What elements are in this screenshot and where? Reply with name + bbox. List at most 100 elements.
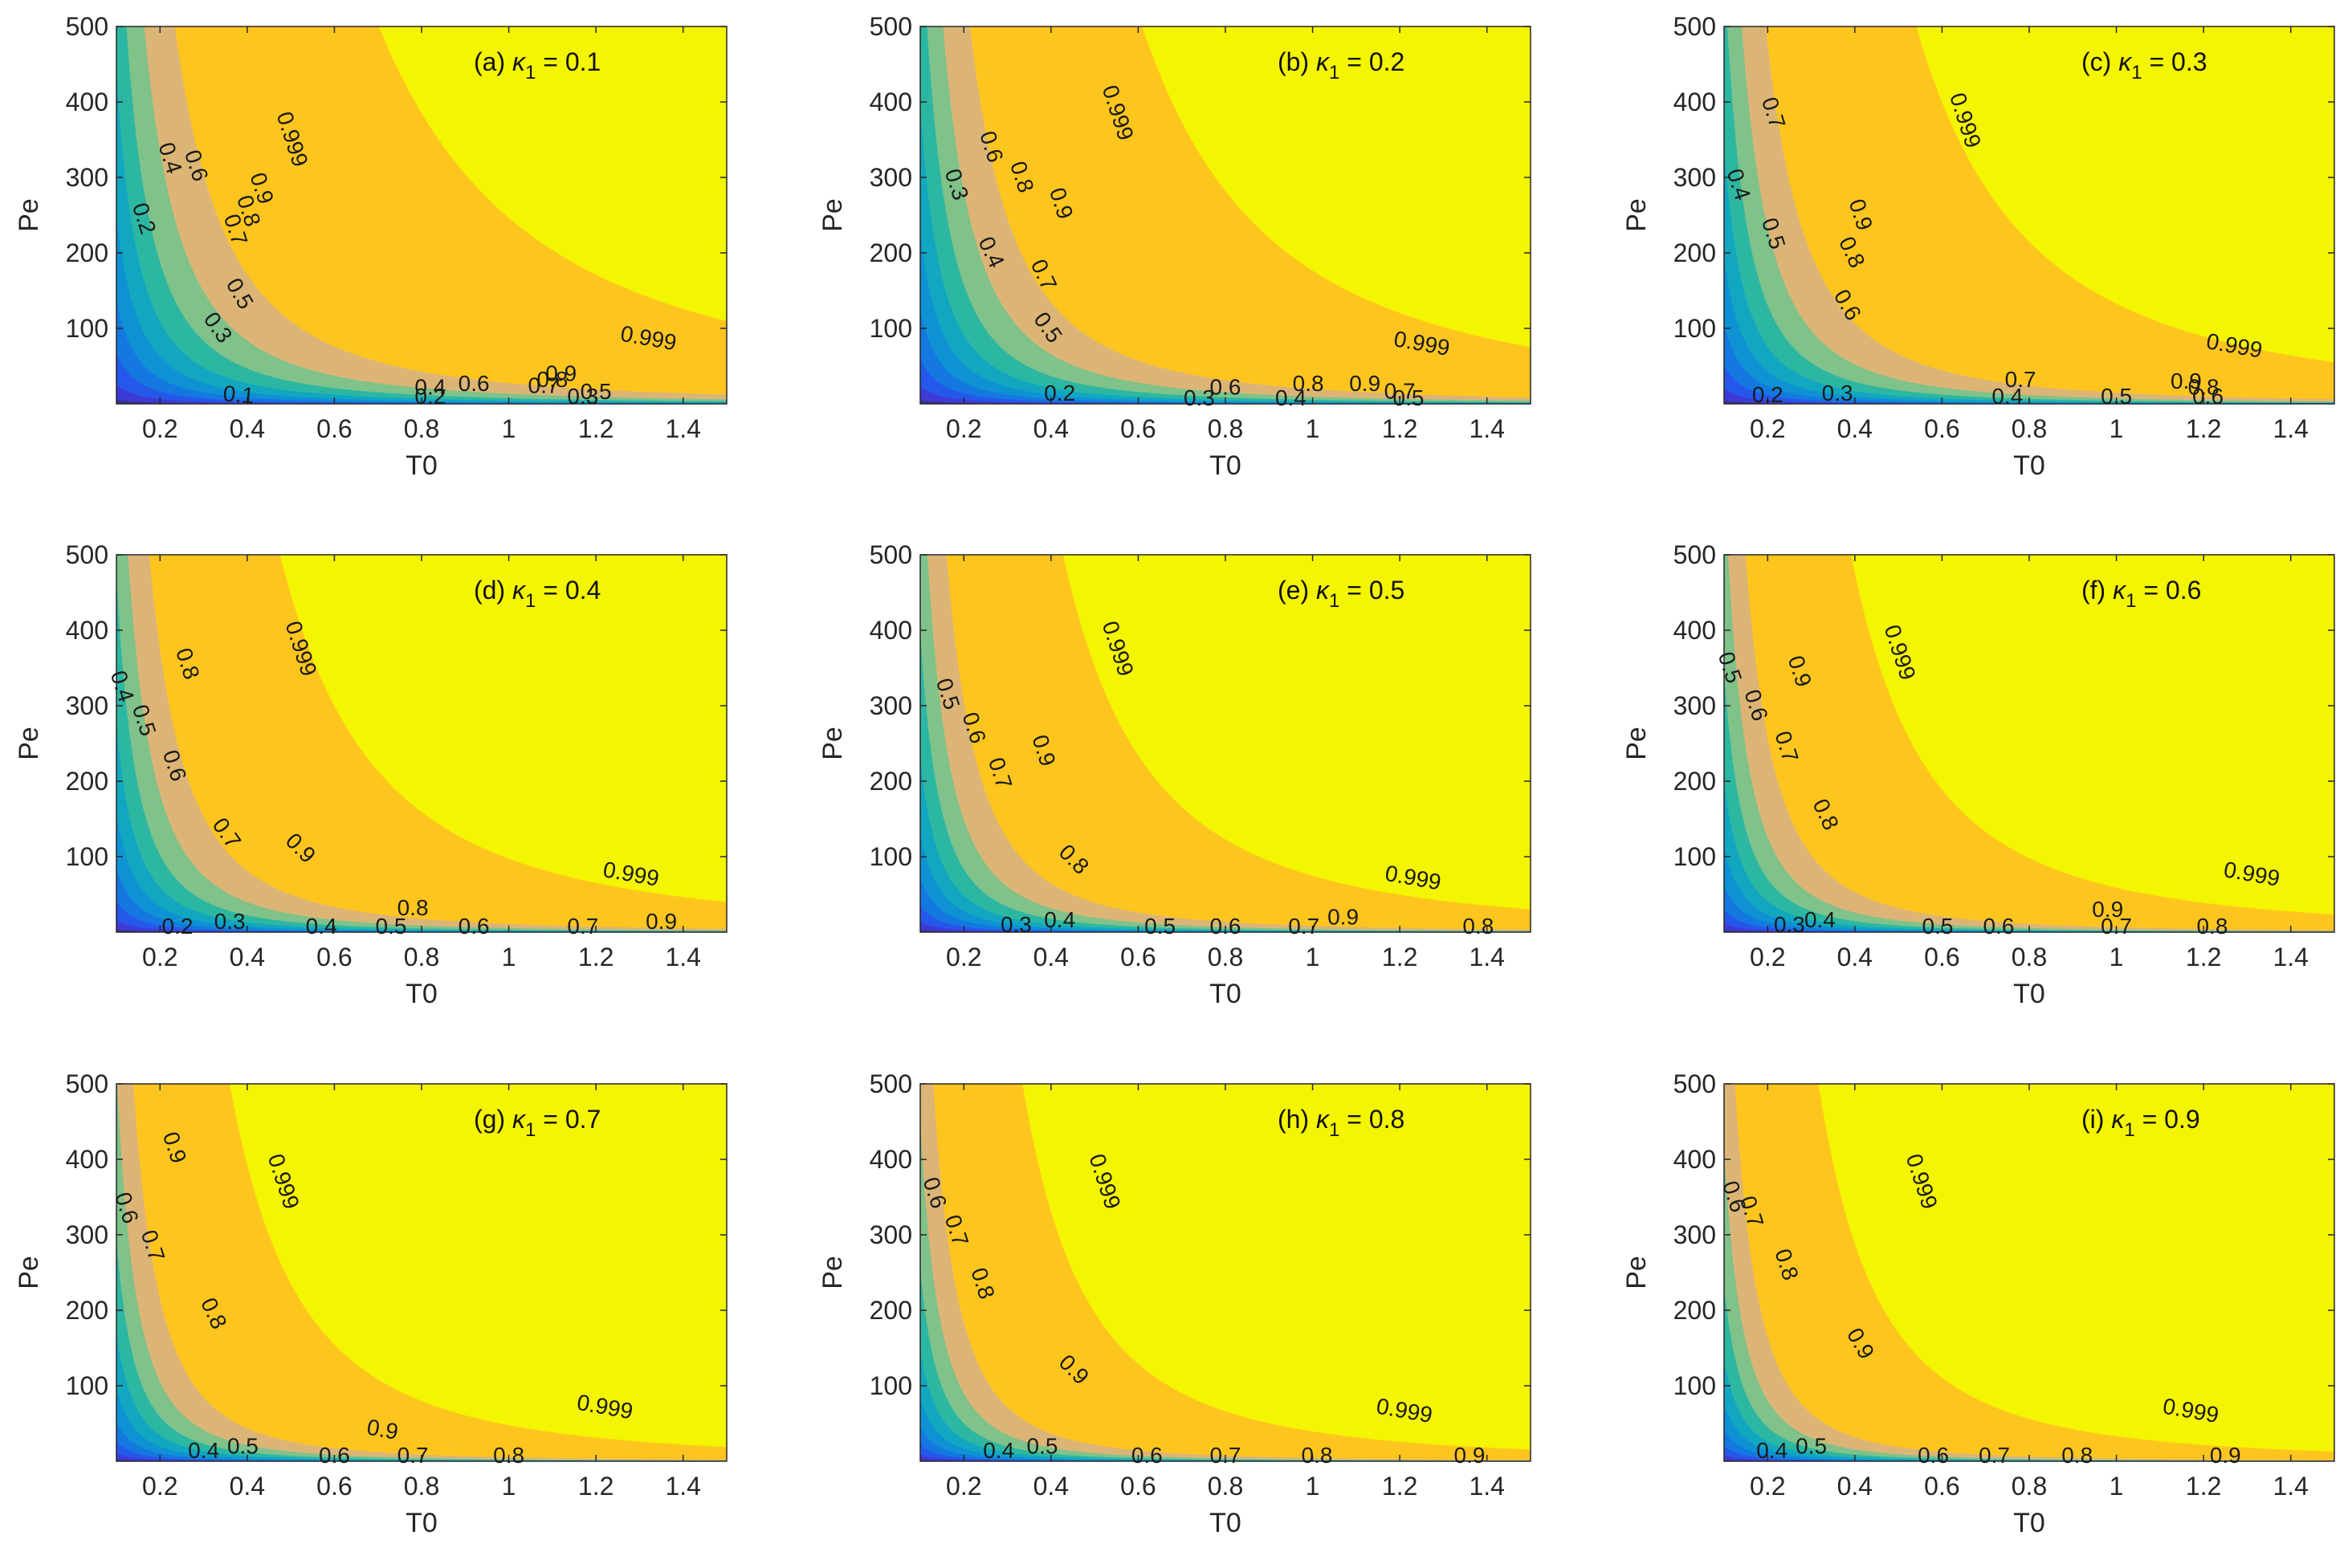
- contour-level-label: 0.8: [1302, 1443, 1333, 1468]
- contour-band: [116, 578, 727, 932]
- contour-band: [920, 312, 1531, 404]
- contour-level-label: 0.6: [319, 1443, 350, 1468]
- contour-band: [116, 26, 727, 404]
- contour-level-label: 0.5: [376, 914, 407, 939]
- contour-fill: [116, 26, 727, 404]
- y-tick-label: 500: [66, 12, 108, 41]
- contour-band: [920, 1351, 1531, 1461]
- contour-fill: [1724, 1084, 2334, 1461]
- x-tick-label: 0.2: [142, 414, 177, 443]
- y-tick-label: 200: [66, 767, 108, 796]
- x-tick-label: 1.4: [665, 943, 700, 971]
- y-tick-label: 300: [870, 691, 912, 720]
- y-axis-label: Pe: [817, 727, 848, 760]
- y-axis-label: Pe: [817, 1256, 848, 1289]
- contour-level-label: 0.6: [1918, 1443, 1949, 1468]
- contour-level-label: 0.2: [1044, 381, 1075, 405]
- y-tick-label: 100: [870, 1371, 912, 1400]
- x-tick-label: 0.2: [142, 1472, 177, 1501]
- x-tick-label: 0.4: [230, 414, 265, 443]
- x-tick-label: 1: [1306, 414, 1320, 443]
- contour-level-label: 0.7: [1288, 914, 1319, 939]
- x-axis-label: T0: [1209, 1508, 1241, 1538]
- contour-level-label: 0.9: [646, 909, 677, 934]
- contour-band: [116, 555, 727, 932]
- y-axis-label: Pe: [1621, 1256, 1652, 1289]
- contour-level-label: 0.6: [459, 371, 490, 396]
- y-axis-label: Pe: [14, 1256, 44, 1289]
- contour-band: [1724, 922, 2334, 932]
- x-axis-label: T0: [406, 1508, 438, 1538]
- x-tick-label: 1.2: [2186, 943, 2221, 971]
- x-axis-label: T0: [406, 979, 438, 1009]
- contour-level-label: 0.5: [1393, 385, 1425, 410]
- x-tick-label: 0.8: [2012, 943, 2047, 971]
- y-tick-label: 400: [870, 88, 912, 116]
- contour-level-label: 0.7: [397, 1443, 429, 1468]
- x-tick-label: 1.2: [2186, 1472, 2221, 1501]
- contour-level-label: 0.2: [162, 914, 194, 939]
- y-tick-label: 300: [66, 691, 108, 720]
- contour-band: [116, 1442, 727, 1461]
- contour-level-label: 0.7: [2101, 914, 2132, 939]
- x-axis-label: T0: [2013, 1508, 2045, 1538]
- contour-level-label: 0.6: [1983, 914, 2015, 939]
- panel-title: (b) κ1 = 0.2: [1278, 47, 1404, 83]
- x-tick-label: 0.2: [946, 414, 981, 443]
- y-tick-label: 500: [1673, 540, 1716, 569]
- y-axis-label: Pe: [14, 198, 44, 232]
- contour-fill: [920, 26, 1531, 404]
- contour-level-label: 0.6: [1210, 914, 1241, 939]
- contour-level-label: 0.3: [214, 909, 246, 934]
- y-axis-label: Pe: [1621, 198, 1652, 232]
- contour-band: [116, 1388, 727, 1461]
- contour-level-label: 0.7: [1384, 378, 1416, 403]
- x-tick-label: 0.6: [316, 943, 352, 971]
- contour-fill: [1724, 555, 2334, 932]
- contour-band: [920, 234, 1531, 404]
- contour-band: [116, 76, 727, 404]
- y-tick-label: 300: [66, 163, 108, 192]
- x-tick-label: 0.2: [946, 943, 981, 971]
- contour-level-label: 0.6: [1131, 1443, 1163, 1468]
- contour-level-label: 0.8: [1462, 914, 1494, 939]
- y-tick-label: 100: [1673, 842, 1716, 871]
- contour-level-label: 0.7: [1979, 1443, 2010, 1468]
- x-tick-label: 1: [2110, 943, 2124, 971]
- contour-band: [1724, 674, 2334, 932]
- contour-level-label: 0.5: [227, 1433, 259, 1458]
- x-tick-label: 1.4: [2273, 1472, 2308, 1501]
- contour-level-label: 0.5: [1144, 914, 1176, 939]
- x-tick-label: 1.2: [578, 943, 613, 971]
- contour-band: [116, 727, 727, 932]
- x-tick-label: 0.4: [1033, 414, 1069, 443]
- contour-band: [116, 1453, 727, 1461]
- contour-band: [920, 1084, 1531, 1461]
- x-tick-label: 0.8: [1208, 414, 1243, 443]
- contour-level-label: 0.4: [188, 1438, 219, 1463]
- contour-band: [1724, 149, 2334, 404]
- panel-title: (f) κ1 = 0.6: [2081, 576, 2201, 612]
- contour-level-label: 0.4: [1804, 907, 1836, 932]
- panel-title: (c) κ1 = 0.3: [2081, 47, 2207, 83]
- x-tick-label: 1: [502, 1472, 516, 1501]
- contour-level-label: 0.4: [983, 1438, 1014, 1463]
- y-tick-label: 500: [1673, 12, 1716, 41]
- x-tick-label: 1.2: [1382, 1472, 1417, 1501]
- contour-band: [920, 906, 1531, 932]
- contour-band: [116, 1243, 727, 1461]
- contour-level-label: 0.9: [2092, 897, 2123, 922]
- y-tick-label: 300: [1673, 163, 1716, 192]
- contour-level-label: 0.9: [365, 1415, 401, 1444]
- contour-level-label: 0.5: [1027, 1433, 1058, 1458]
- contour-band: [116, 814, 727, 932]
- contour-level-label: 0.4: [1991, 384, 2023, 409]
- y-tick-label: 300: [870, 1220, 912, 1249]
- x-tick-label: 1.4: [1469, 1472, 1504, 1501]
- x-tick-label: 1.2: [578, 1472, 613, 1501]
- x-tick-label: 1.4: [1469, 943, 1504, 971]
- contour-band: [1724, 258, 2334, 404]
- y-axis-label: Pe: [1621, 727, 1652, 760]
- y-tick-label: 400: [66, 88, 108, 116]
- contour-band: [1724, 1084, 2334, 1461]
